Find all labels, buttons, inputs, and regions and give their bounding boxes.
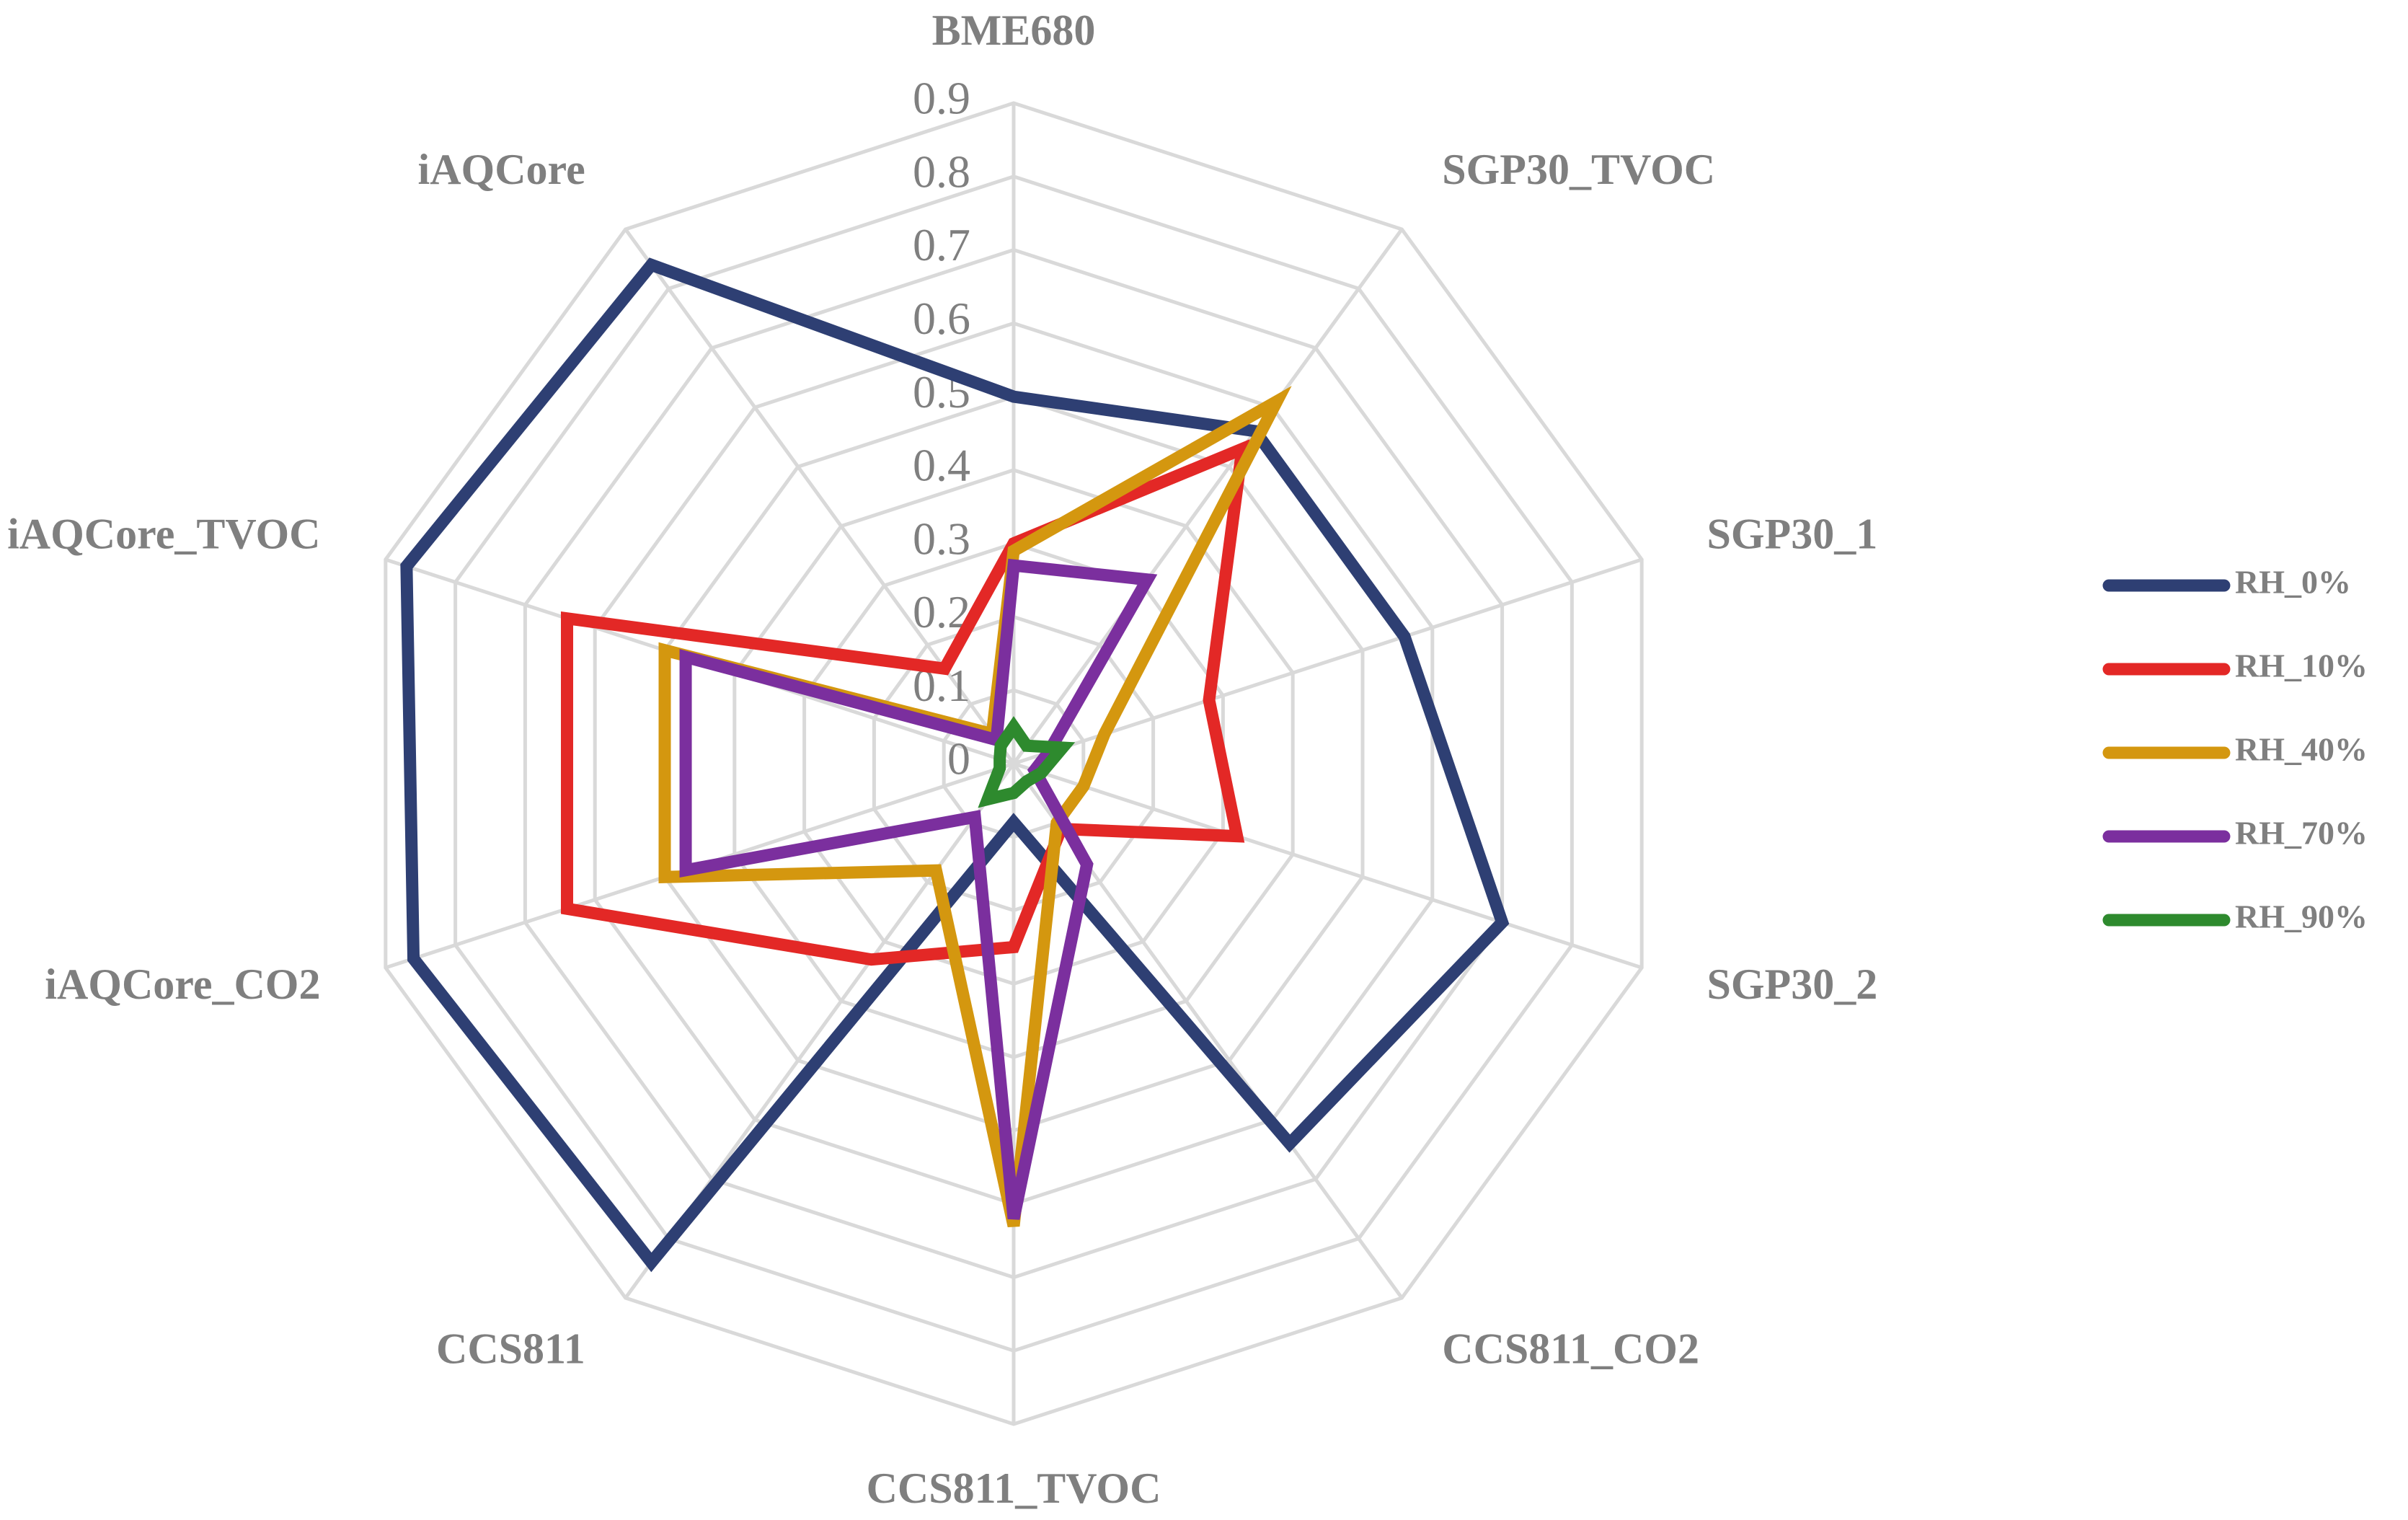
series-line [561,439,1250,966]
series-line [679,558,1158,1220]
y-tick-label: 0.8 [913,146,970,197]
y-tick-label: 0.9 [913,73,970,124]
legend-label: RH_40% [2235,731,2368,768]
legend-label: RH_70% [2235,815,2368,852]
y-tick-label: 0.3 [913,513,970,564]
legend-label: RH_90% [2235,898,2368,935]
axis-spoke [1012,228,1404,765]
axis-spoke [1013,761,1642,970]
category-label: SGP30_2 [1707,960,1878,1008]
y-tick-label: 0.4 [913,440,970,491]
axis-spoke [1013,557,1642,766]
y-tick-label: 0 [947,733,970,785]
category-label: SGP30_1 [1707,510,1878,557]
y-tick-label: 0.7 [913,219,970,270]
category-label: iAQCore_TVOC [7,510,320,557]
series-line [978,716,1076,808]
legend-label: RH_10% [2235,648,2368,684]
category-label: iAQCore [418,146,585,193]
category-label: CCS811_TVOC [867,1464,1161,1512]
category-label: CCS811 [436,1325,585,1373]
series-line [400,257,1510,1273]
category-label: CCS811_CO2 [1442,1325,1699,1373]
category-label: SGP30_TVOC [1442,146,1715,193]
category-label: iAQCore_CO2 [45,960,320,1008]
category-label: BME680 [932,6,1096,54]
legend-label: RH_0% [2235,564,2351,601]
axis-spoke [624,228,1016,765]
y-tick-label: 0.6 [913,293,970,344]
